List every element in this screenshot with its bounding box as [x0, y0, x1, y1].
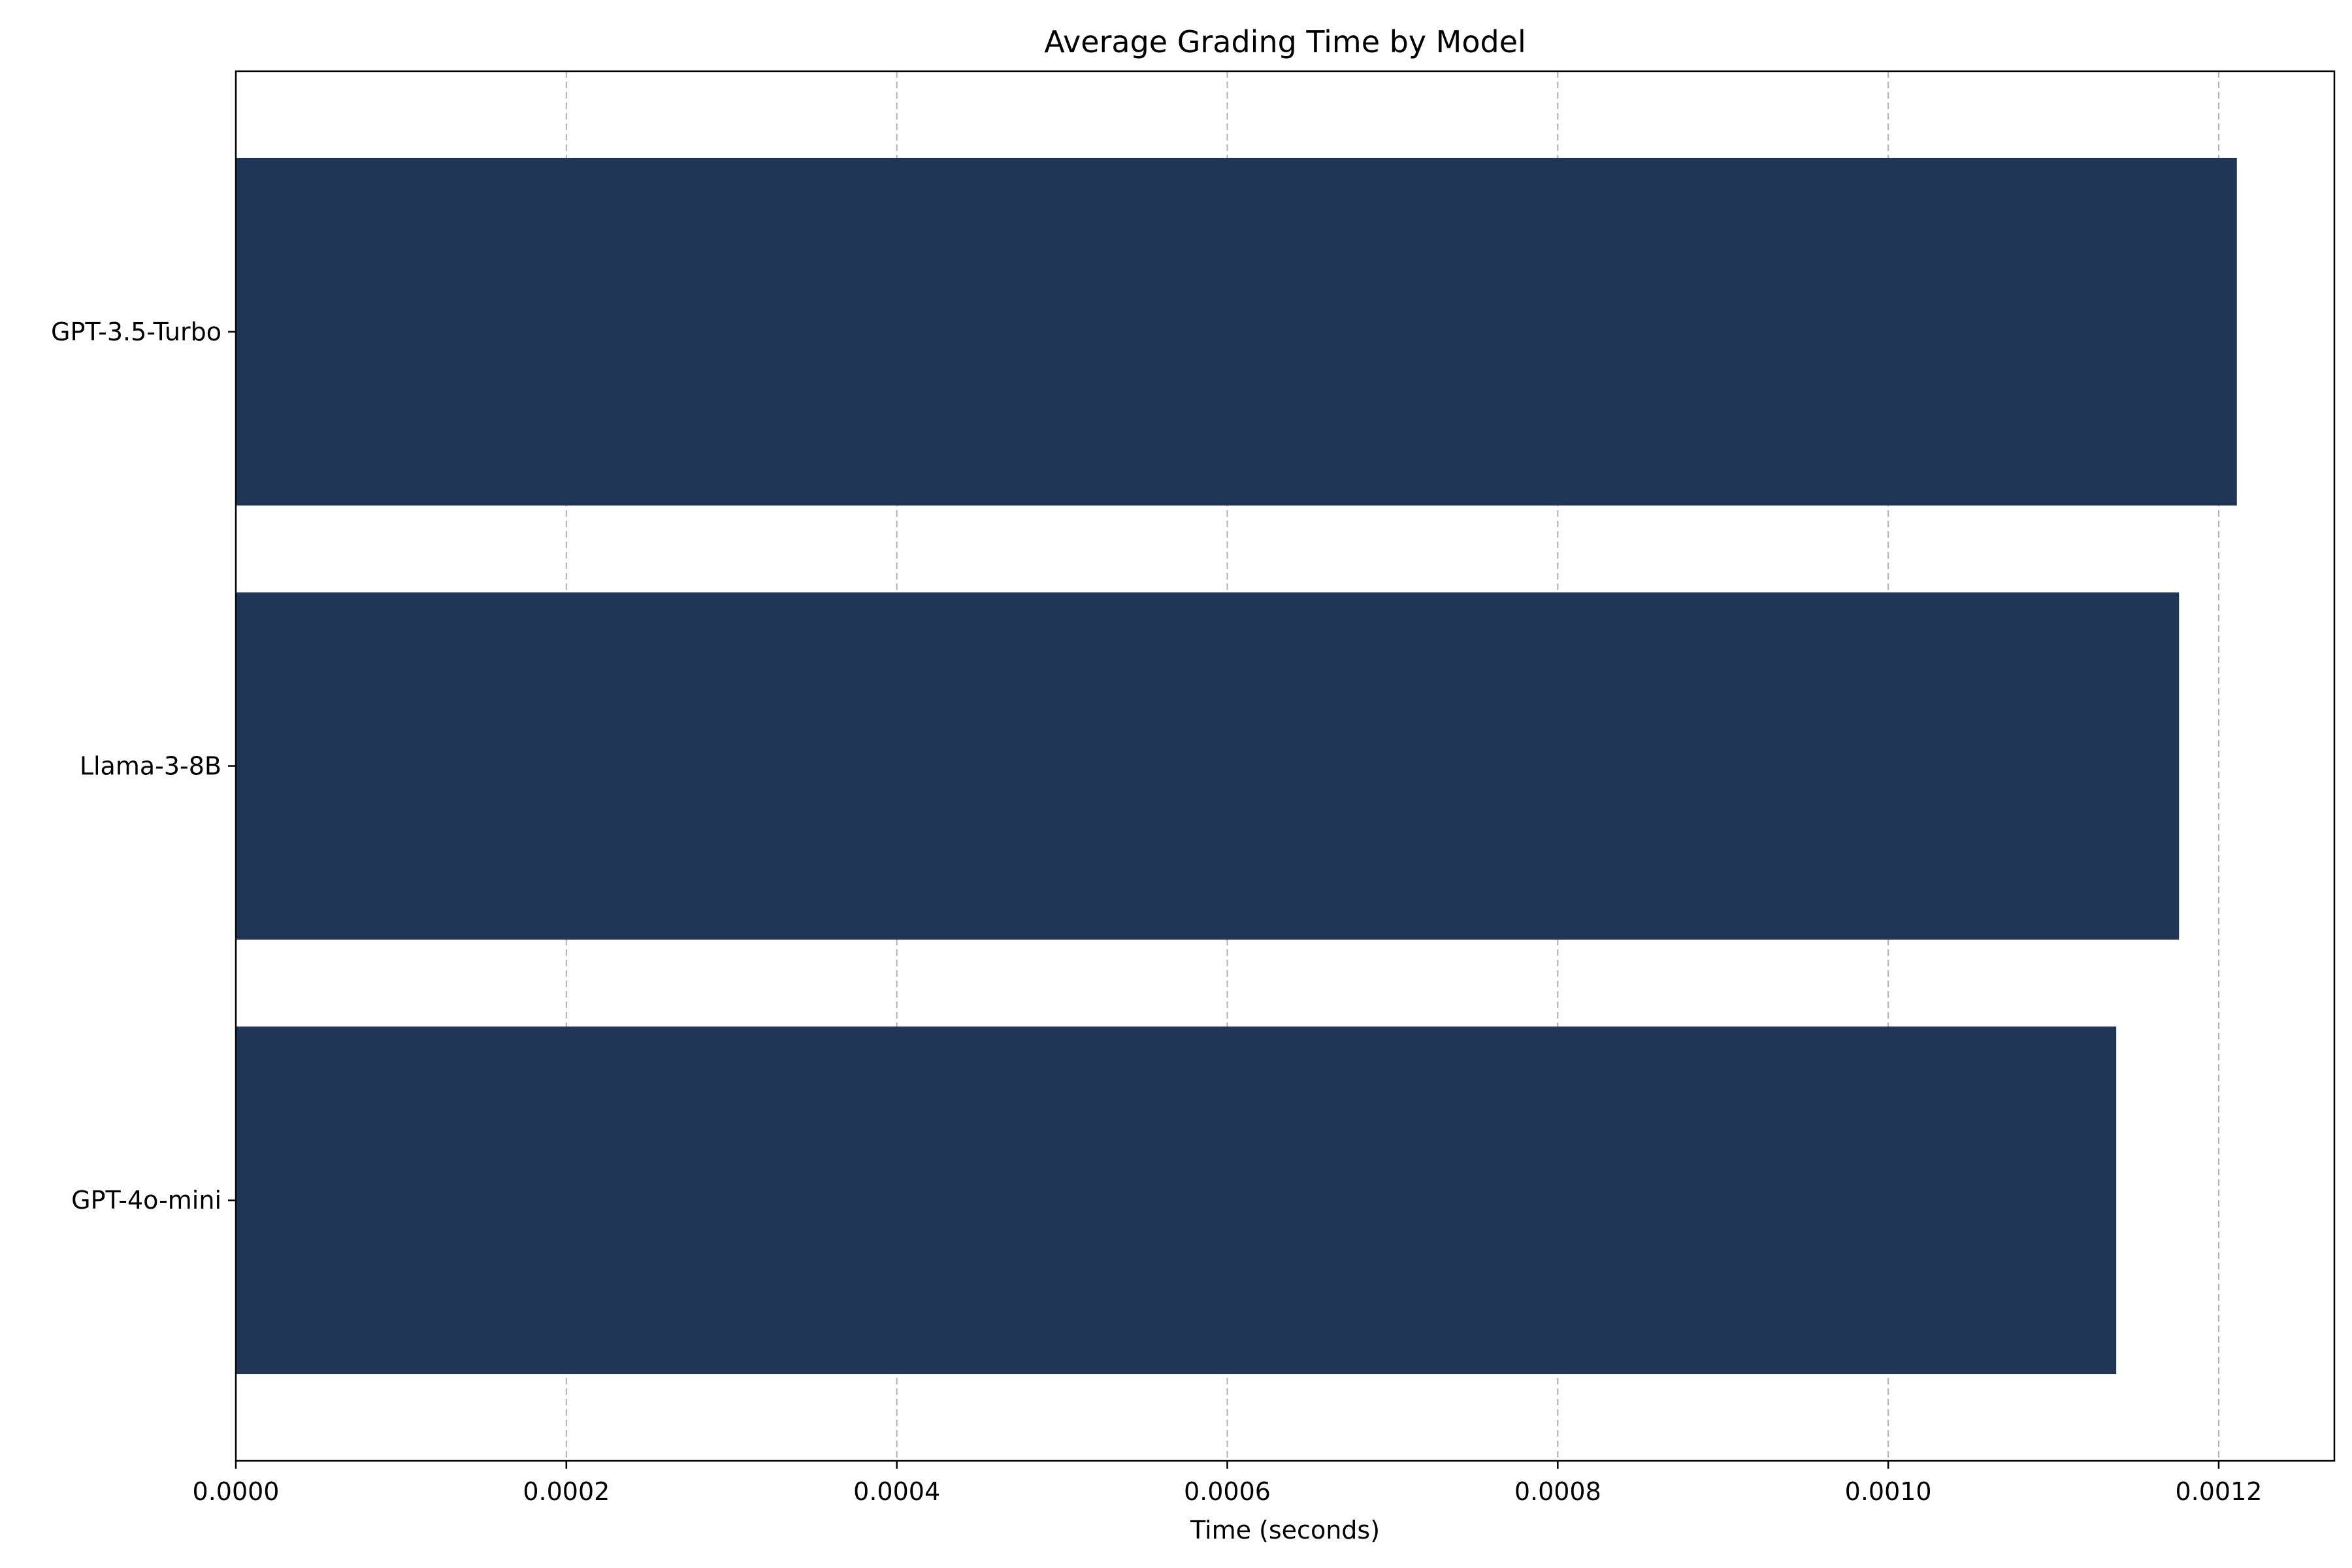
- x-axis-title: Time (seconds): [1190, 1516, 1380, 1544]
- x-tick-label: 0.0006: [1184, 1477, 1271, 1506]
- x-tick-label: 0.0002: [523, 1477, 610, 1506]
- y-tick-label: GPT-3.5-Turbo: [51, 318, 221, 346]
- x-tick-label: 0.0010: [1845, 1477, 1932, 1506]
- bar-llama-3-8b: [236, 592, 2180, 940]
- x-axis-ticks: 0.0000 0.0002 0.0004 0.0006 0.0008 0.0010 0.00…: [193, 1461, 2262, 1506]
- y-tick-label: Llama-3-8B: [80, 752, 221, 781]
- x-tick-label: 0.0000: [193, 1477, 280, 1506]
- bar-gpt-4o-mini: [236, 1026, 2117, 1375]
- x-tick-label: 0.0004: [853, 1477, 940, 1506]
- bar-gpt-3-5-turbo: [236, 157, 2237, 506]
- bars: [236, 157, 2237, 1375]
- x-tick-label: 0.0008: [1514, 1477, 1601, 1506]
- x-tick-label: 0.0012: [2175, 1477, 2262, 1506]
- chart-title: Average Grading Time by Model: [1044, 24, 1526, 59]
- y-axis-ticks: GPT-3.5-Turbo Llama-3-8B GPT-4o-mini: [51, 318, 236, 1215]
- y-tick-label: GPT-4o-mini: [71, 1186, 221, 1215]
